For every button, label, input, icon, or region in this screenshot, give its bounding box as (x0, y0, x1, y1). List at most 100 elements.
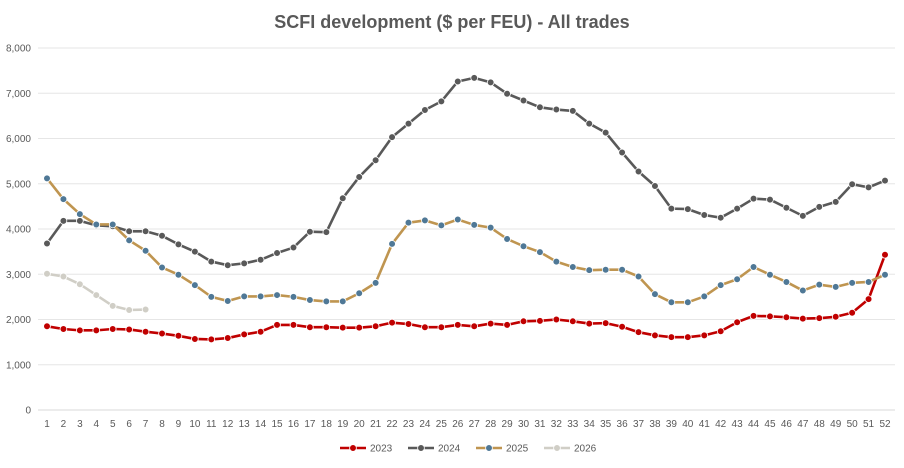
data-point (404, 218, 413, 227)
data-point (92, 220, 101, 229)
data-point (76, 210, 84, 218)
data-point (667, 204, 676, 213)
data-point (733, 318, 741, 327)
data-point (141, 227, 150, 236)
data-point (141, 305, 150, 314)
x-tick-label: 2 (61, 419, 67, 430)
data-point (831, 198, 840, 206)
data-point (667, 333, 676, 341)
data-point (76, 280, 84, 289)
y-tick-label: 6,000 (6, 134, 31, 145)
data-point (355, 323, 363, 332)
data-point (453, 77, 462, 86)
y-tick-label: 2,000 (6, 315, 31, 326)
x-tick-label: 42 (715, 419, 727, 430)
data-point (76, 326, 84, 335)
series-line (45, 76, 886, 267)
x-tick-label: 33 (567, 419, 579, 430)
x-tick-label: 51 (863, 419, 875, 430)
data-point (388, 133, 396, 141)
data-point (831, 312, 840, 321)
data-point (569, 317, 577, 326)
data-point (43, 174, 51, 183)
series-2026 (43, 269, 150, 314)
x-tick-label: 35 (600, 419, 612, 430)
data-point (749, 312, 758, 320)
data-point (371, 322, 380, 331)
x-tick-label: 22 (386, 419, 398, 430)
data-point (125, 306, 133, 314)
data-point (618, 265, 626, 274)
data-point (815, 203, 824, 211)
data-point (503, 321, 511, 329)
data-point (848, 279, 856, 287)
data-point (273, 249, 281, 257)
data-point (585, 266, 594, 274)
x-tick-label: 20 (354, 419, 366, 430)
y-tick-label: 1,000 (6, 360, 31, 371)
data-point (782, 313, 791, 322)
x-tick-label: 41 (699, 419, 711, 430)
data-point (618, 148, 626, 157)
x-tick-label: 18 (321, 419, 333, 430)
series-line (46, 254, 887, 341)
data-point (552, 315, 561, 324)
data-point (634, 167, 643, 176)
data-point (191, 281, 199, 289)
data-point (470, 322, 479, 331)
data-point (651, 182, 659, 190)
data-point (749, 194, 758, 203)
data-point (618, 322, 626, 331)
data-point (749, 263, 758, 271)
data-point (552, 257, 561, 266)
x-tick-label: 34 (584, 419, 596, 430)
data-point (240, 292, 248, 301)
data-point (289, 293, 298, 301)
x-tick-label: 52 (879, 419, 891, 430)
data-point (881, 176, 889, 185)
data-point (59, 325, 68, 333)
legend-marker (349, 444, 357, 452)
y-tick-label: 4,000 (6, 225, 31, 236)
data-point (43, 322, 51, 331)
data-point (470, 221, 479, 229)
series-2023 (43, 250, 889, 344)
data-point (585, 319, 594, 328)
chart-title: SCFI development ($ per FEU) - All trade… (274, 12, 629, 32)
data-point (338, 297, 347, 306)
data-point (503, 89, 511, 98)
data-point (273, 291, 281, 299)
y-tick-label: 8,000 (6, 44, 31, 55)
data-point (519, 96, 528, 105)
x-tick-label: 27 (469, 419, 481, 430)
data-point (486, 223, 495, 232)
data-point (569, 107, 577, 115)
data-point (700, 292, 709, 301)
x-tick-label: 17 (304, 419, 316, 430)
data-point (799, 286, 807, 295)
data-point (59, 217, 68, 225)
x-tick-label: 24 (419, 419, 431, 430)
x-tick-label: 28 (485, 419, 497, 430)
data-point (453, 215, 462, 224)
data-point (108, 220, 117, 229)
x-tick-label: 10 (189, 419, 201, 430)
data-point (651, 290, 659, 298)
data-point (207, 257, 216, 266)
data-point (240, 330, 248, 339)
legend-item-2023: 2023 (340, 444, 393, 455)
data-point (601, 319, 610, 327)
x-tick-label: 25 (436, 419, 448, 430)
legend-item-2026: 2026 (544, 444, 597, 455)
data-point (388, 240, 396, 248)
data-point (174, 270, 183, 279)
data-point (125, 236, 133, 245)
data-point (306, 296, 314, 304)
x-tick-label: 40 (682, 419, 694, 430)
data-point (191, 335, 199, 343)
data-point (322, 297, 331, 306)
x-tick-label: 48 (814, 419, 826, 430)
data-point (76, 217, 84, 225)
data-point (158, 263, 166, 272)
data-point (289, 243, 298, 252)
